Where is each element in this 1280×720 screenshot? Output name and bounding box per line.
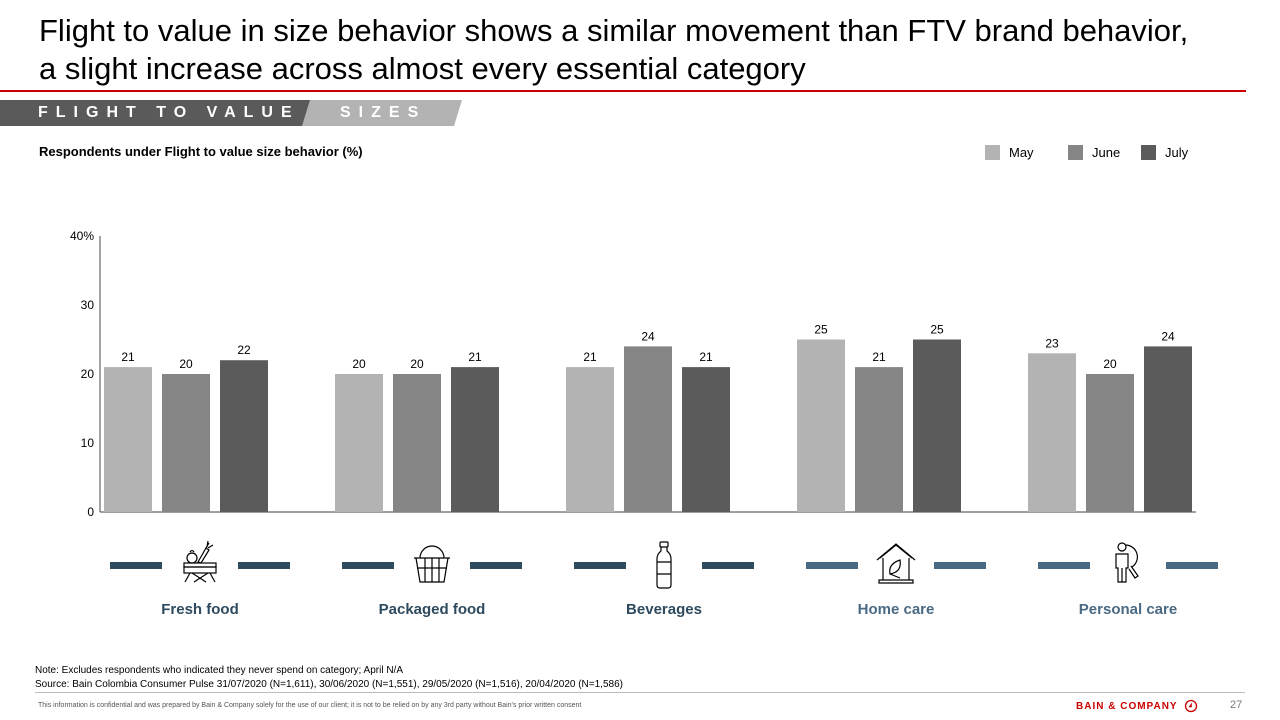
bar-may-personal-care [1028,353,1076,512]
data-label: 20 [410,357,424,371]
data-label: 21 [872,350,886,364]
section-tab-sizes [302,100,462,126]
bar-may-packaged-food [335,374,383,512]
data-label: 24 [641,329,655,343]
category-home-care: Home care [796,540,996,630]
legend-swatch-may [985,145,1000,160]
bar-june-personal-care [1086,374,1134,512]
category-rule-left [1038,562,1090,569]
y-tick-label: 30 [81,298,95,312]
data-label: 20 [352,357,366,371]
footnote: Note: Excludes respondents who indicated… [35,664,623,692]
category-rule-right [934,562,986,569]
category-label: Fresh food [161,601,239,618]
bar-july-packaged-food [451,367,499,512]
category-rule-right [702,562,754,569]
bar-july-beverages [682,367,730,512]
data-label: 22 [237,343,251,357]
y-tick-label: 10 [81,436,95,450]
chart-subtitle: Respondents under Flight to value size b… [39,144,363,159]
category-label: Home care [857,601,935,618]
legend-item-may: May [985,145,1034,160]
bar-may-fresh-food [104,367,152,512]
category-rule-left [806,562,858,569]
fresh-food-crate-icon [183,540,217,583]
bar-may-home-care [797,339,845,512]
category-rule-right [238,562,290,569]
section-tab-flight-to-value [0,100,320,126]
data-label: 21 [583,350,597,364]
data-label: 25 [930,323,944,337]
basket-icon [414,545,450,583]
bar-june-home-care [855,367,903,512]
title-divider [0,90,1246,92]
legend-item-june: June [1068,145,1120,160]
bar-july-personal-care [1144,346,1192,512]
page-title: Flight to value in size behavior shows a… [39,12,1259,88]
source-text: Source: Bain Colombia Consumer Pulse 31/… [35,679,623,690]
legend-label-june: June [1092,145,1121,160]
data-label: 25 [814,323,828,337]
title-line-1: Flight to value in size behavior shows a… [39,13,1189,48]
data-label: 21 [121,350,135,364]
category-label: Beverages [626,601,702,618]
legend-swatch-july [1141,145,1156,160]
bain-logo-icon [1184,699,1197,713]
legend-label-july: July [1165,145,1189,160]
page-number: 27 [1230,699,1243,711]
confidentiality-notice: This information is confidential and was… [38,702,582,709]
y-tick-label: 0 [87,505,94,519]
house-leaf-icon [876,543,916,584]
bar-july-home-care [913,339,961,512]
data-label: 23 [1045,336,1059,350]
data-label: 20 [1103,357,1117,371]
bar-may-beverages [566,367,614,512]
title-line-2: a slight increase across almost every es… [39,51,806,86]
note-text: Note: Excludes respondents who indicated… [35,665,403,676]
category-label: Personal care [1078,601,1178,618]
category-packaged-food: Packaged food [332,540,532,630]
bar-june-fresh-food [162,374,210,512]
category-personal-care: Personal care [1028,540,1228,630]
data-label: 24 [1161,329,1175,343]
person-magnifier-icon [1115,542,1139,583]
data-label: 21 [699,350,713,364]
tab-label-sizes: SIZES [340,104,427,121]
category-label: Packaged food [378,601,486,618]
category-rule-right [470,562,522,569]
data-label: 20 [179,357,193,371]
y-tick-label: 40% [70,229,94,243]
tab-label-flight-to-value: FLIGHT TO VALUE [38,104,300,121]
bar-july-fresh-food [220,360,268,512]
bar-june-packaged-food [393,374,441,512]
data-label: 21 [468,350,482,364]
y-tick-label: 20 [81,367,95,381]
brand-name: BAIN & COMPANY [1076,700,1178,712]
legend-swatch-june [1068,145,1083,160]
category-beverages: Beverages [564,540,764,630]
category-fresh-food: Fresh food [100,540,300,630]
bottle-icon [656,541,672,589]
category-rule-right [1166,562,1218,569]
category-rule-left [342,562,394,569]
legend-label-may: May [1009,145,1034,160]
footer-divider [35,692,1245,693]
category-rule-left [110,562,162,569]
legend-item-july: July [1141,145,1188,160]
category-rule-left [574,562,626,569]
bar-june-beverages [624,346,672,512]
brand-logo: BAIN & COMPANY [1076,699,1198,713]
